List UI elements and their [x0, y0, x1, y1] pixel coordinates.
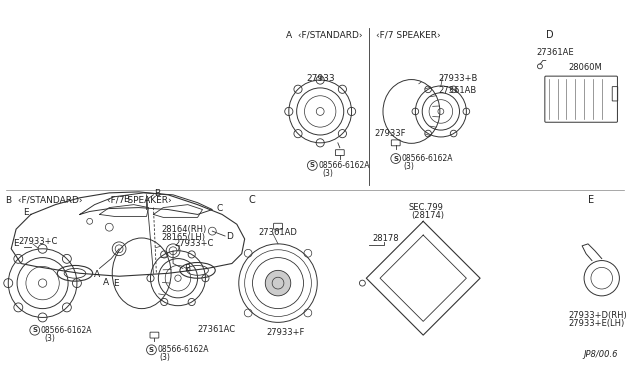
Text: 28164(RH): 28164(RH): [161, 225, 207, 234]
Text: 27933: 27933: [306, 74, 335, 83]
Text: B: B: [184, 264, 190, 273]
Text: 27933F: 27933F: [374, 129, 406, 138]
Text: 27933+C: 27933+C: [18, 237, 58, 246]
Text: B: B: [154, 189, 161, 198]
Text: S: S: [32, 327, 37, 333]
Text: E: E: [13, 239, 19, 248]
Text: 08566-6162A: 08566-6162A: [157, 345, 209, 354]
Text: S: S: [149, 347, 154, 353]
Text: E: E: [23, 208, 29, 217]
Text: E: E: [113, 279, 119, 288]
Text: 08566-6162A: 08566-6162A: [40, 326, 92, 335]
Text: 27933+C: 27933+C: [174, 239, 213, 248]
Text: JP8/00.6: JP8/00.6: [583, 350, 618, 359]
Text: 28165(LH): 28165(LH): [161, 232, 205, 241]
Text: 27361AE: 27361AE: [536, 48, 573, 57]
Text: 28178: 28178: [372, 234, 399, 243]
Text: E: E: [588, 195, 594, 205]
Text: 27361AD: 27361AD: [259, 228, 297, 237]
Text: 27933+F: 27933+F: [266, 328, 305, 337]
Text: 27933+D(RH): 27933+D(RH): [568, 311, 627, 320]
Text: D: D: [546, 30, 554, 40]
Text: 28060M: 28060M: [568, 63, 602, 72]
Text: ‹F/7 SPEAKER›: ‹F/7 SPEAKER›: [108, 195, 172, 204]
Text: S: S: [310, 163, 315, 169]
Text: B  ‹F/STANDARD›: B ‹F/STANDARD›: [6, 195, 83, 204]
Text: ‹F/7 SPEAKER›: ‹F/7 SPEAKER›: [376, 31, 441, 39]
Text: 08566-6162A: 08566-6162A: [402, 154, 453, 163]
Text: A  ‹F/STANDARD›: A ‹F/STANDARD›: [286, 31, 362, 39]
Text: 08566-6162A: 08566-6162A: [318, 161, 370, 170]
Text: (3): (3): [404, 162, 415, 171]
Text: S: S: [393, 155, 398, 161]
Text: A: A: [93, 270, 100, 279]
Text: C: C: [216, 204, 223, 213]
Text: A: A: [103, 278, 109, 287]
Circle shape: [265, 270, 291, 296]
Text: C: C: [248, 195, 255, 205]
Text: D: D: [226, 231, 233, 241]
Text: 27361AC: 27361AC: [198, 325, 236, 334]
Text: 27361AB: 27361AB: [438, 86, 476, 95]
Text: B: B: [123, 195, 129, 204]
Text: (3): (3): [159, 353, 170, 362]
Text: (3): (3): [45, 334, 56, 343]
Text: (28174): (28174): [412, 211, 444, 220]
Text: (3): (3): [322, 169, 333, 178]
Text: 27933+E(LH): 27933+E(LH): [568, 319, 625, 328]
Text: SEC.799: SEC.799: [408, 203, 444, 212]
Text: 27933+B: 27933+B: [438, 74, 477, 83]
